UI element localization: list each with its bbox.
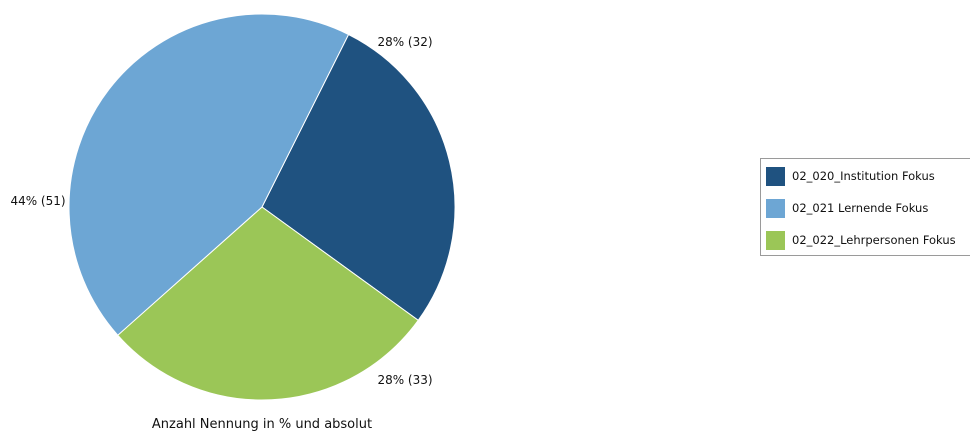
pie-slice-2 [117, 206, 419, 401]
slice-label-1: 44% (51) [10, 194, 65, 208]
slice-label-2: 28% (33) [377, 373, 432, 387]
chart-title: Anzahl Nennung in % und absolut [151, 417, 373, 432]
legend-item-institution: 02_020_Institution Fokus [766, 165, 935, 187]
legend-label-institution: 02_020_Institution Fokus [792, 169, 935, 183]
pie-slice-0 [261, 33, 456, 322]
pie-slice-1 [68, 13, 350, 336]
legend-swatch-institution [766, 166, 785, 186]
legend-label-lehrpersonen: 02_022_Lehrpersonen Fokus [792, 233, 956, 247]
legend-swatch-lernende [766, 198, 785, 218]
legend: 02_020_Institution Fokus 02_021 Lernende… [760, 158, 970, 256]
legend-item-lehrpersonen: 02_022_Lehrpersonen Fokus [766, 229, 956, 251]
legend-label-lernende: 02_021 Lernende Fokus [792, 201, 929, 215]
legend-swatch-lehrpersonen [766, 230, 785, 250]
slice-label-0: 28% (32) [377, 35, 432, 49]
legend-item-lernende: 02_021 Lernende Fokus [766, 197, 928, 219]
